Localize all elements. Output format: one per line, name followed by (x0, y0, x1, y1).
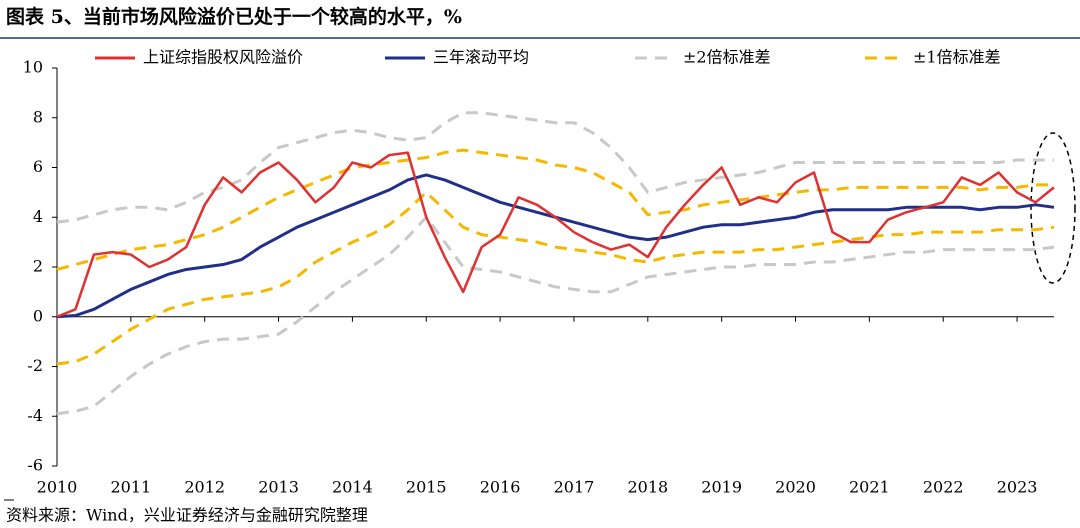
x-tick-label: 2020 (775, 478, 816, 497)
legend-label: ±1倍标准差 (913, 48, 1001, 67)
x-tick-label: 2014 (332, 478, 373, 497)
y-tick-label: 2 (33, 257, 43, 276)
x-tick-label: 2017 (554, 478, 595, 497)
legend-label: 上证综指股权风险溢价 (143, 48, 303, 67)
x-tick-label: 2010 (37, 478, 78, 497)
y-tick-label: 4 (33, 207, 43, 226)
series-line (56, 148, 1054, 271)
series-line (56, 215, 1055, 416)
x-tick-label: 2019 (701, 478, 742, 497)
highlight-ellipse (1030, 132, 1076, 284)
legend-label: 三年滚动平均 (433, 48, 529, 67)
series-line (56, 190, 1055, 366)
y-tick-label: 8 (33, 107, 43, 126)
x-tick-label: 2013 (258, 478, 299, 497)
x-tick-label: 2016 (480, 478, 521, 497)
y-tick-label: 10 (23, 58, 43, 77)
source-note: 资料来源：Wind，兴业证券经济与金融研究院整理 (6, 506, 368, 525)
x-tick-label: 2018 (627, 478, 668, 497)
x-tick-label: 2022 (923, 478, 964, 497)
legend-label: ±2倍标准差 (683, 48, 771, 67)
x-tick-label: 2015 (406, 478, 447, 497)
x-tick-label: 2021 (849, 478, 890, 497)
y-tick-label: -6 (27, 456, 43, 475)
y-tick-label: 0 (33, 306, 43, 325)
series-line (56, 151, 1055, 318)
series-line (56, 111, 1054, 224)
y-tick-label: -2 (27, 356, 43, 375)
x-tick-label: 2023 (997, 478, 1038, 497)
y-tick-label: 6 (33, 157, 43, 176)
x-tick-label: 2012 (184, 478, 225, 497)
chart-title: 图表 5、当前市场风险溢价已处于一个较高的水平，% (6, 5, 462, 28)
x-tick-label: 2011 (110, 478, 151, 497)
y-tick-label: -4 (27, 406, 43, 425)
